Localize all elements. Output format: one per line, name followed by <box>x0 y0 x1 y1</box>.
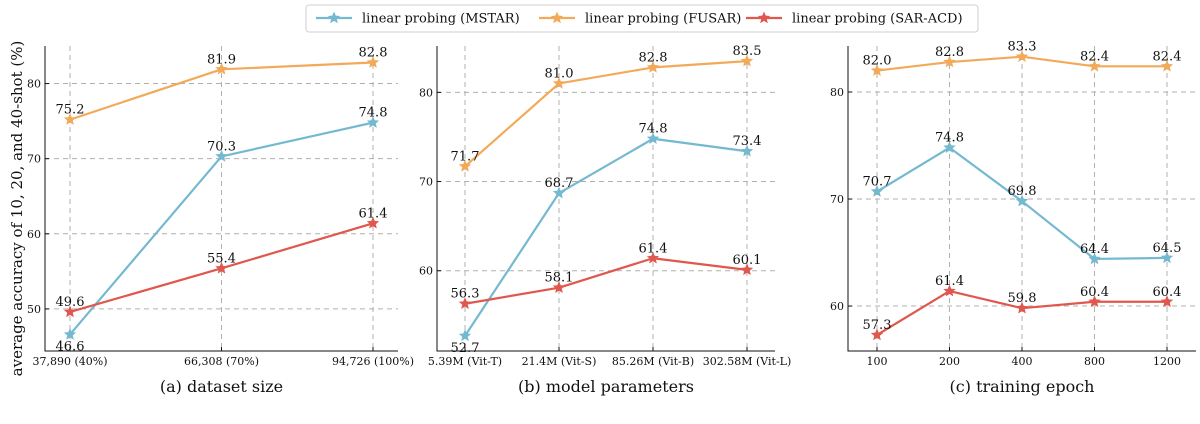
data-label: 61.4 <box>359 206 388 221</box>
y-tick-label: 60 <box>830 300 844 313</box>
data-label: 69.8 <box>1008 184 1037 199</box>
data-label: 73.4 <box>733 134 762 149</box>
chart-panel: 50 60 70 80 37,890 (40%) 66,308 (70%) 94,726 (… <box>8 41 414 396</box>
series-line <box>465 61 747 166</box>
data-label: 59.8 <box>1008 291 1037 306</box>
y-tick-label: 70 <box>830 193 844 206</box>
data-label: 58.1 <box>545 271 574 286</box>
data-label: 57.3 <box>863 318 892 333</box>
legend: linear probing (MSTAR) linear probing (FU… <box>306 5 978 32</box>
data-label: 82.8 <box>935 45 964 60</box>
x-tick-label: 200 <box>939 355 960 368</box>
series: 71.7 81.0 82.8 83.5 <box>451 44 762 171</box>
data-label: 56.3 <box>451 287 480 302</box>
data-label: 55.4 <box>207 251 236 266</box>
x-axis-title: (c) training epoch <box>950 377 1095 396</box>
chart-panel: 60 70 80 5.39M (Vit-T) 21.4M (Vit-S) 85.26M (… <box>419 44 791 396</box>
y-tick-label: 60 <box>27 228 41 241</box>
data-label: 74.8 <box>359 106 388 121</box>
data-label: 74.8 <box>935 131 964 146</box>
series-line <box>465 258 747 303</box>
data-label: 81.9 <box>207 52 236 67</box>
data-label: 82.8 <box>639 50 668 65</box>
data-label: 82.8 <box>359 46 388 61</box>
y-tick-label: 70 <box>27 153 41 166</box>
x-tick-label: 85.26M (Vit-B) <box>612 355 694 368</box>
y-tick-label: 50 <box>27 303 41 316</box>
y-tick-label: 70 <box>419 176 433 189</box>
x-axis-title: (b) model parameters <box>518 377 694 396</box>
data-label: 68.7 <box>545 176 574 191</box>
data-label: 82.4 <box>1153 49 1182 64</box>
y-tick-label: 60 <box>419 265 433 278</box>
data-label: 83.3 <box>1008 40 1037 55</box>
x-axis-title: (a) dataset size <box>160 377 283 396</box>
x-tick-label: 100 <box>867 355 888 368</box>
data-label: 60.1 <box>733 253 762 268</box>
data-label: 60.4 <box>1080 285 1109 300</box>
data-label: 46.6 <box>56 339 85 354</box>
data-label: 70.7 <box>863 175 892 190</box>
series: 56.3 58.1 61.4 60.1 <box>451 241 762 309</box>
data-label: 70.3 <box>207 139 236 154</box>
data-label: 75.2 <box>56 103 85 118</box>
x-tick-label: 37,890 (40%) <box>32 355 107 368</box>
legend-label: linear probing (MSTAR) <box>362 12 520 27</box>
x-tick-label: 5.39M (Vit-T) <box>428 355 502 368</box>
x-tick-label: 302.58M (Vit-L) <box>703 355 792 368</box>
y-tick-label: 80 <box>830 86 844 99</box>
data-label: 82.4 <box>1080 49 1109 64</box>
x-tick-label: 66,308 (70%) <box>184 355 259 368</box>
axes-spine <box>437 46 775 351</box>
legend-label: linear probing (SAR-ACD) <box>792 12 963 27</box>
chart-panel: 60 70 80 100 200 400 800 1200 (c) training epoch… <box>830 40 1196 396</box>
data-label: 82.0 <box>863 54 892 69</box>
data-label: 83.5 <box>733 44 762 59</box>
y-tick-label: 80 <box>27 78 41 91</box>
series: 52.7 68.7 74.8 73.4 <box>451 122 762 356</box>
data-label: 74.8 <box>639 122 668 137</box>
data-label: 71.7 <box>451 149 480 164</box>
x-tick-label: 1200 <box>1153 355 1181 368</box>
x-tick-label: 400 <box>1012 355 1033 368</box>
data-label: 52.7 <box>451 341 480 356</box>
legend-entries: linear probing (MSTAR) linear probing (FU… <box>316 12 963 27</box>
data-label: 61.4 <box>639 241 668 256</box>
y-tick-label: 80 <box>419 86 433 99</box>
x-tick-label: 94,726 (100%) <box>332 355 414 368</box>
x-tick-label: 21.4M (Vit-S) <box>522 355 597 368</box>
data-label: 49.6 <box>56 295 85 310</box>
x-tick-label: 800 <box>1084 355 1105 368</box>
series-line <box>465 139 747 336</box>
y-axis-title: average accuracy of 10, 20, and 40-shot … <box>8 41 26 377</box>
data-label: 64.4 <box>1080 242 1109 257</box>
data-label: 61.4 <box>935 274 964 289</box>
data-label: 60.4 <box>1153 285 1182 300</box>
data-label: 81.0 <box>545 66 574 81</box>
data-label: 64.5 <box>1153 241 1182 256</box>
legend-label: linear probing (FUSAR) <box>585 12 741 27</box>
series: 82.0 82.8 83.3 82.4 82.4 <box>863 40 1182 76</box>
chart-panels: 50 60 70 80 37,890 (40%) 66,308 (70%) 94,726 (… <box>8 40 1196 396</box>
